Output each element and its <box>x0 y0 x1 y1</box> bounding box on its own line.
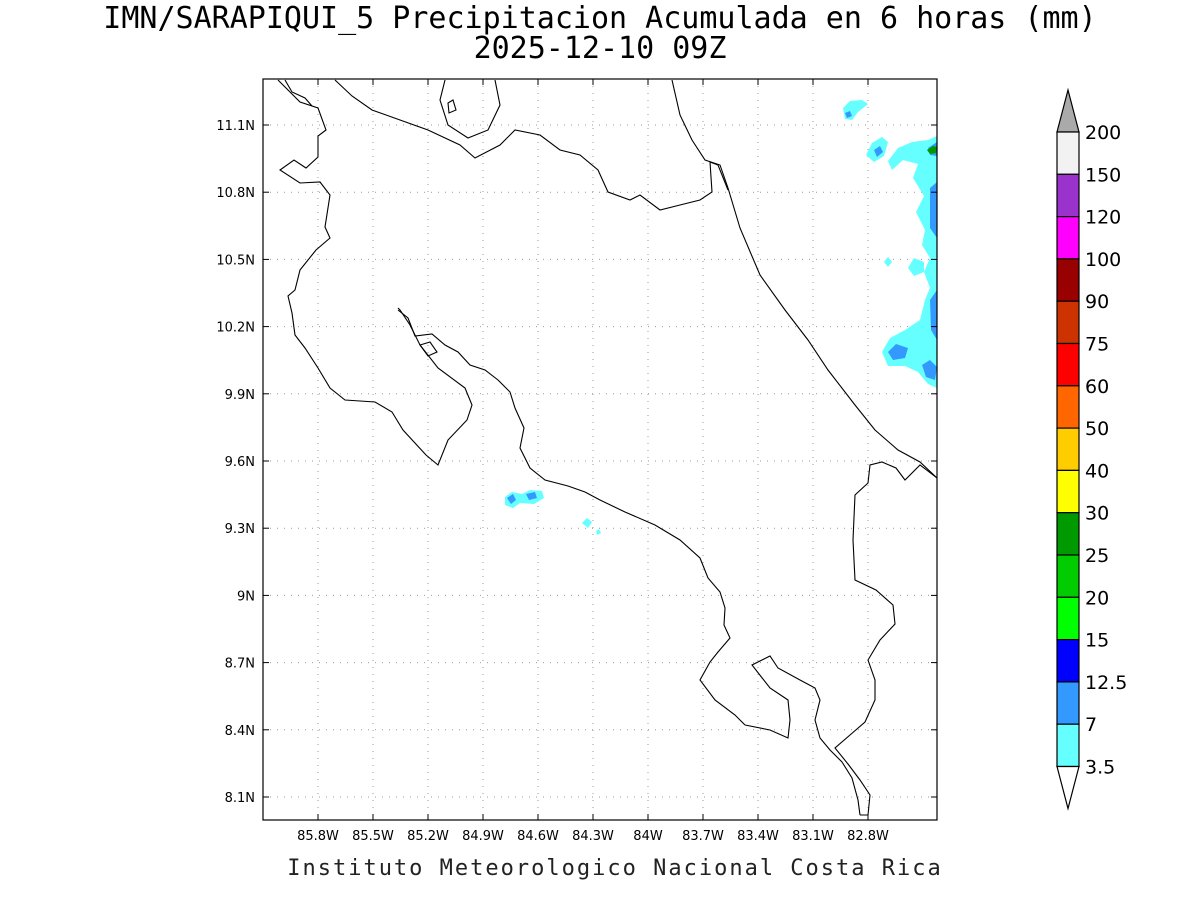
y-tick-label: 10.5N <box>216 253 255 268</box>
colorbar-swatch <box>1056 173 1080 218</box>
colorbar-swatch <box>1056 681 1080 725</box>
x-tick-label: 82.8W <box>847 829 889 844</box>
y-tick-label: 10.8N <box>216 186 255 201</box>
rain-cell <box>507 494 516 504</box>
x-tick-label: 83.7W <box>682 829 724 844</box>
colorbar-label: 120 <box>1085 207 1121 229</box>
y-tick-label: 10.2N <box>216 321 255 336</box>
colorbar-label: 90 <box>1085 291 1109 313</box>
rain-cell <box>922 360 937 380</box>
colorbar-swatch <box>1056 131 1080 175</box>
rain-cell <box>526 492 537 500</box>
colorbar-label: 20 <box>1085 587 1109 609</box>
colorbar-swatch <box>1056 512 1080 556</box>
osa-peninsula-coast <box>744 655 861 816</box>
colorbar-label: 75 <box>1085 334 1109 356</box>
y-tick-label: 11.1N <box>216 119 255 134</box>
x-tick-label: 85.2W <box>407 829 449 844</box>
rain-cell <box>845 111 852 118</box>
x-tick-label: 84.6W <box>517 829 559 844</box>
colorbar-swatch <box>1056 596 1080 641</box>
coast-detail <box>284 79 313 107</box>
map-title: IMN/SARAPIQUI_5 Precipitacion Acumulada … <box>103 1 1097 36</box>
colorbar-under-arrow <box>1056 765 1080 811</box>
colorbar-label: 200 <box>1085 122 1121 144</box>
colorbar-label: 40 <box>1085 460 1109 482</box>
x-tick-label: 83.1W <box>792 829 834 844</box>
x-tick-label: 85.8W <box>297 829 339 844</box>
rain-cell <box>884 257 892 267</box>
rain-cell <box>888 344 908 360</box>
rain-cell <box>582 518 592 528</box>
colorbar-label: 3.5 <box>1085 757 1115 779</box>
y-tick-label: 8.7N <box>225 657 255 672</box>
colorbar-swatch <box>1056 469 1080 514</box>
nicoya-gulf-coast <box>397 309 746 726</box>
map-background <box>263 79 937 820</box>
colorbar-swatch <box>1056 723 1080 768</box>
colorbar-label: 30 <box>1085 503 1109 525</box>
colorbar-swatch <box>1056 427 1080 472</box>
y-tick-label: 8.1N <box>225 791 255 806</box>
rain-cell <box>930 182 937 238</box>
caribbean-coast <box>671 79 937 479</box>
rain-cell <box>927 146 937 154</box>
rain-cell <box>930 290 937 340</box>
y-tick-label: 9.9N <box>225 388 255 403</box>
rain-cell <box>596 529 601 535</box>
x-tick-label: 84.9W <box>462 829 504 844</box>
colorbar-swatch <box>1056 216 1080 260</box>
rain-cell <box>882 280 937 388</box>
graticule <box>263 79 937 820</box>
y-tick-label: 8.4N <box>225 724 255 739</box>
lake-nicaragua-shore <box>334 79 729 211</box>
colorbar-swatch <box>1056 258 1080 302</box>
colorbar-swatch <box>1056 385 1080 429</box>
nicaragua-border <box>277 79 473 466</box>
colorbar-swatch <box>1056 300 1080 345</box>
colorbar-label: 60 <box>1085 376 1109 398</box>
colorbar-label: 50 <box>1085 418 1109 440</box>
footer-credit: Instituto Meteorologico Nacional Costa R… <box>287 856 943 881</box>
rain-cell <box>874 146 883 157</box>
x-tick-label: 85.5W <box>352 829 394 844</box>
colorbar-over-arrow <box>1056 87 1080 133</box>
x-tick-label: 84W <box>633 829 663 844</box>
colorbar-label: 100 <box>1085 249 1121 271</box>
y-tick-label: 9N <box>237 589 255 604</box>
rain-cell <box>908 258 924 276</box>
colorbar: 3.5 7 12.5 15 20 25 30 40 50 60 75 90 100 120 150 200 <box>1056 87 1127 811</box>
colorbar-swatch <box>1056 342 1080 387</box>
lake-nicaragua-shore <box>439 79 501 139</box>
precipitation-field <box>505 100 937 535</box>
colorbar-swatch <box>1056 638 1080 683</box>
x-tick-label: 83.4W <box>737 829 779 844</box>
colorbar-label: 150 <box>1085 164 1121 186</box>
x-tick-label: 84.3W <box>572 829 614 844</box>
colorbar-label: 25 <box>1085 545 1109 567</box>
map-frame <box>262 78 938 821</box>
colorbar-label: 7 <box>1085 714 1097 736</box>
panama-border <box>834 461 937 816</box>
y-tick-label: 9.3N <box>225 522 255 537</box>
gulf-island <box>419 341 438 357</box>
y-tick-label: 9.6N <box>225 455 255 470</box>
rain-cell <box>888 136 937 305</box>
map-datetime: 2025-12-10 09Z <box>473 31 727 66</box>
map-axes: 85.8W 85.5W 85.2W 84.9W 84.6W 84.3W 84W 83.7W 83… <box>216 79 937 844</box>
coastlines <box>277 79 937 816</box>
colorbar-label: 15 <box>1085 630 1109 652</box>
colorbar-label: 12.5 <box>1085 672 1127 694</box>
colorbar-swatch <box>1056 554 1080 598</box>
lake-island <box>447 99 457 114</box>
